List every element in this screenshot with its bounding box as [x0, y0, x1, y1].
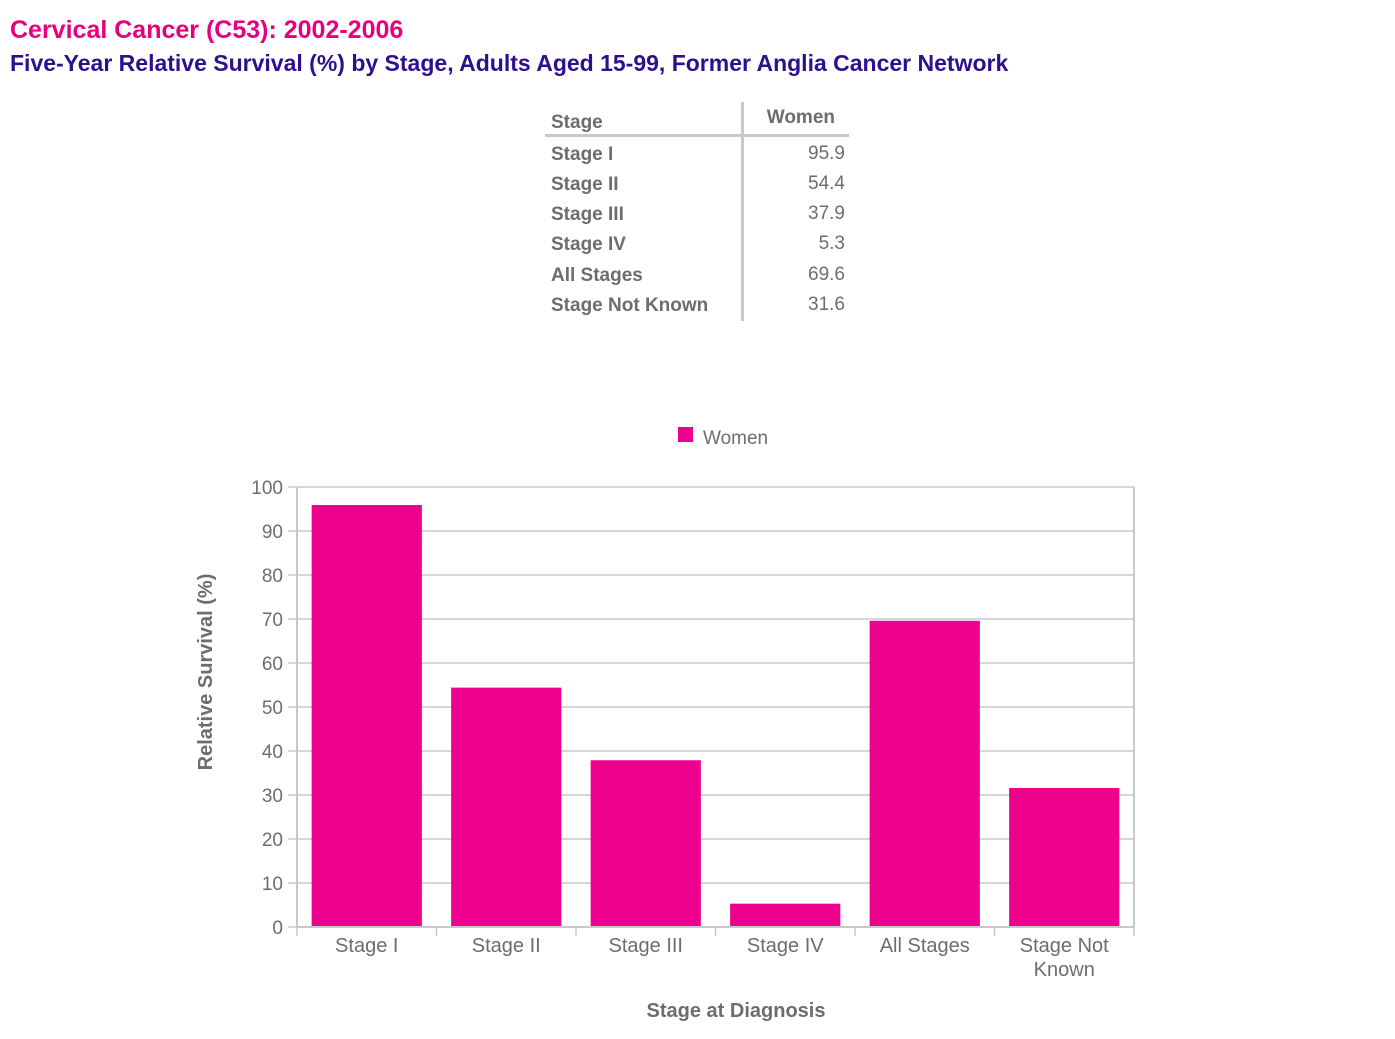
table-row-label: Stage IV [551, 234, 626, 255]
x-tick-label: Stage I [335, 935, 398, 957]
table-row-value: 69.6 [808, 264, 845, 285]
legend-label: Women [703, 428, 768, 449]
table-row-value: 37.9 [808, 203, 845, 224]
y-tick-label: 10 [262, 874, 283, 895]
table-row-label: Stage III [551, 204, 624, 225]
table-header-women: Women [766, 107, 835, 128]
bar [869, 620, 980, 927]
table-vertical-divider [741, 102, 744, 321]
y-tick-label: 50 [262, 698, 283, 719]
x-tick-label: Known [1034, 959, 1095, 981]
y-tick-label: 0 [272, 918, 283, 939]
bar [1009, 787, 1120, 927]
x-tick-label: All Stages [880, 935, 970, 957]
survival-table: Stage Women Stage I 95.9 Stage II 54.4 S… [545, 102, 849, 322]
table-row-label: Stage Not Known [551, 295, 709, 316]
table-row-value: 54.4 [808, 173, 845, 194]
table-row-value: 5.3 [818, 233, 845, 254]
y-tick-label: 70 [262, 610, 283, 631]
y-tick-label: 90 [262, 522, 283, 543]
y-tick-label: 40 [262, 742, 283, 763]
bar [590, 760, 701, 927]
bar [311, 505, 422, 927]
y-tick-label: 30 [262, 786, 283, 807]
x-tick-label: Stage Not [1020, 935, 1109, 957]
chart-subtitle: Five-Year Relative Survival (%) by Stage… [10, 50, 1009, 76]
table-row-value: 95.9 [808, 143, 845, 164]
x-tick-label: Stage IV [747, 935, 824, 957]
y-tick-label: 60 [262, 654, 283, 675]
legend-swatch [678, 427, 693, 442]
table-row-label: Stage I [551, 144, 614, 165]
x-tick-label: Stage III [609, 935, 684, 957]
chart-title: Cervical Cancer (C53): 2002-2006 [10, 16, 404, 44]
bar [730, 903, 841, 927]
x-axis-title: Stage at Diagnosis [647, 1000, 826, 1022]
table-row-value: 31.6 [808, 294, 845, 315]
y-tick-label: 20 [262, 830, 283, 851]
y-tick-label: 100 [251, 478, 283, 499]
table-header-stage: Stage [551, 112, 603, 133]
table-row-label: All Stages [551, 265, 643, 286]
y-tick-label: 80 [262, 566, 283, 587]
y-axis-title: Relative Survival (%) [195, 574, 217, 771]
table-header-divider [545, 134, 849, 137]
x-tick-label: Stage II [472, 935, 541, 957]
table-row-label: Stage II [551, 174, 619, 195]
bar [451, 687, 562, 927]
